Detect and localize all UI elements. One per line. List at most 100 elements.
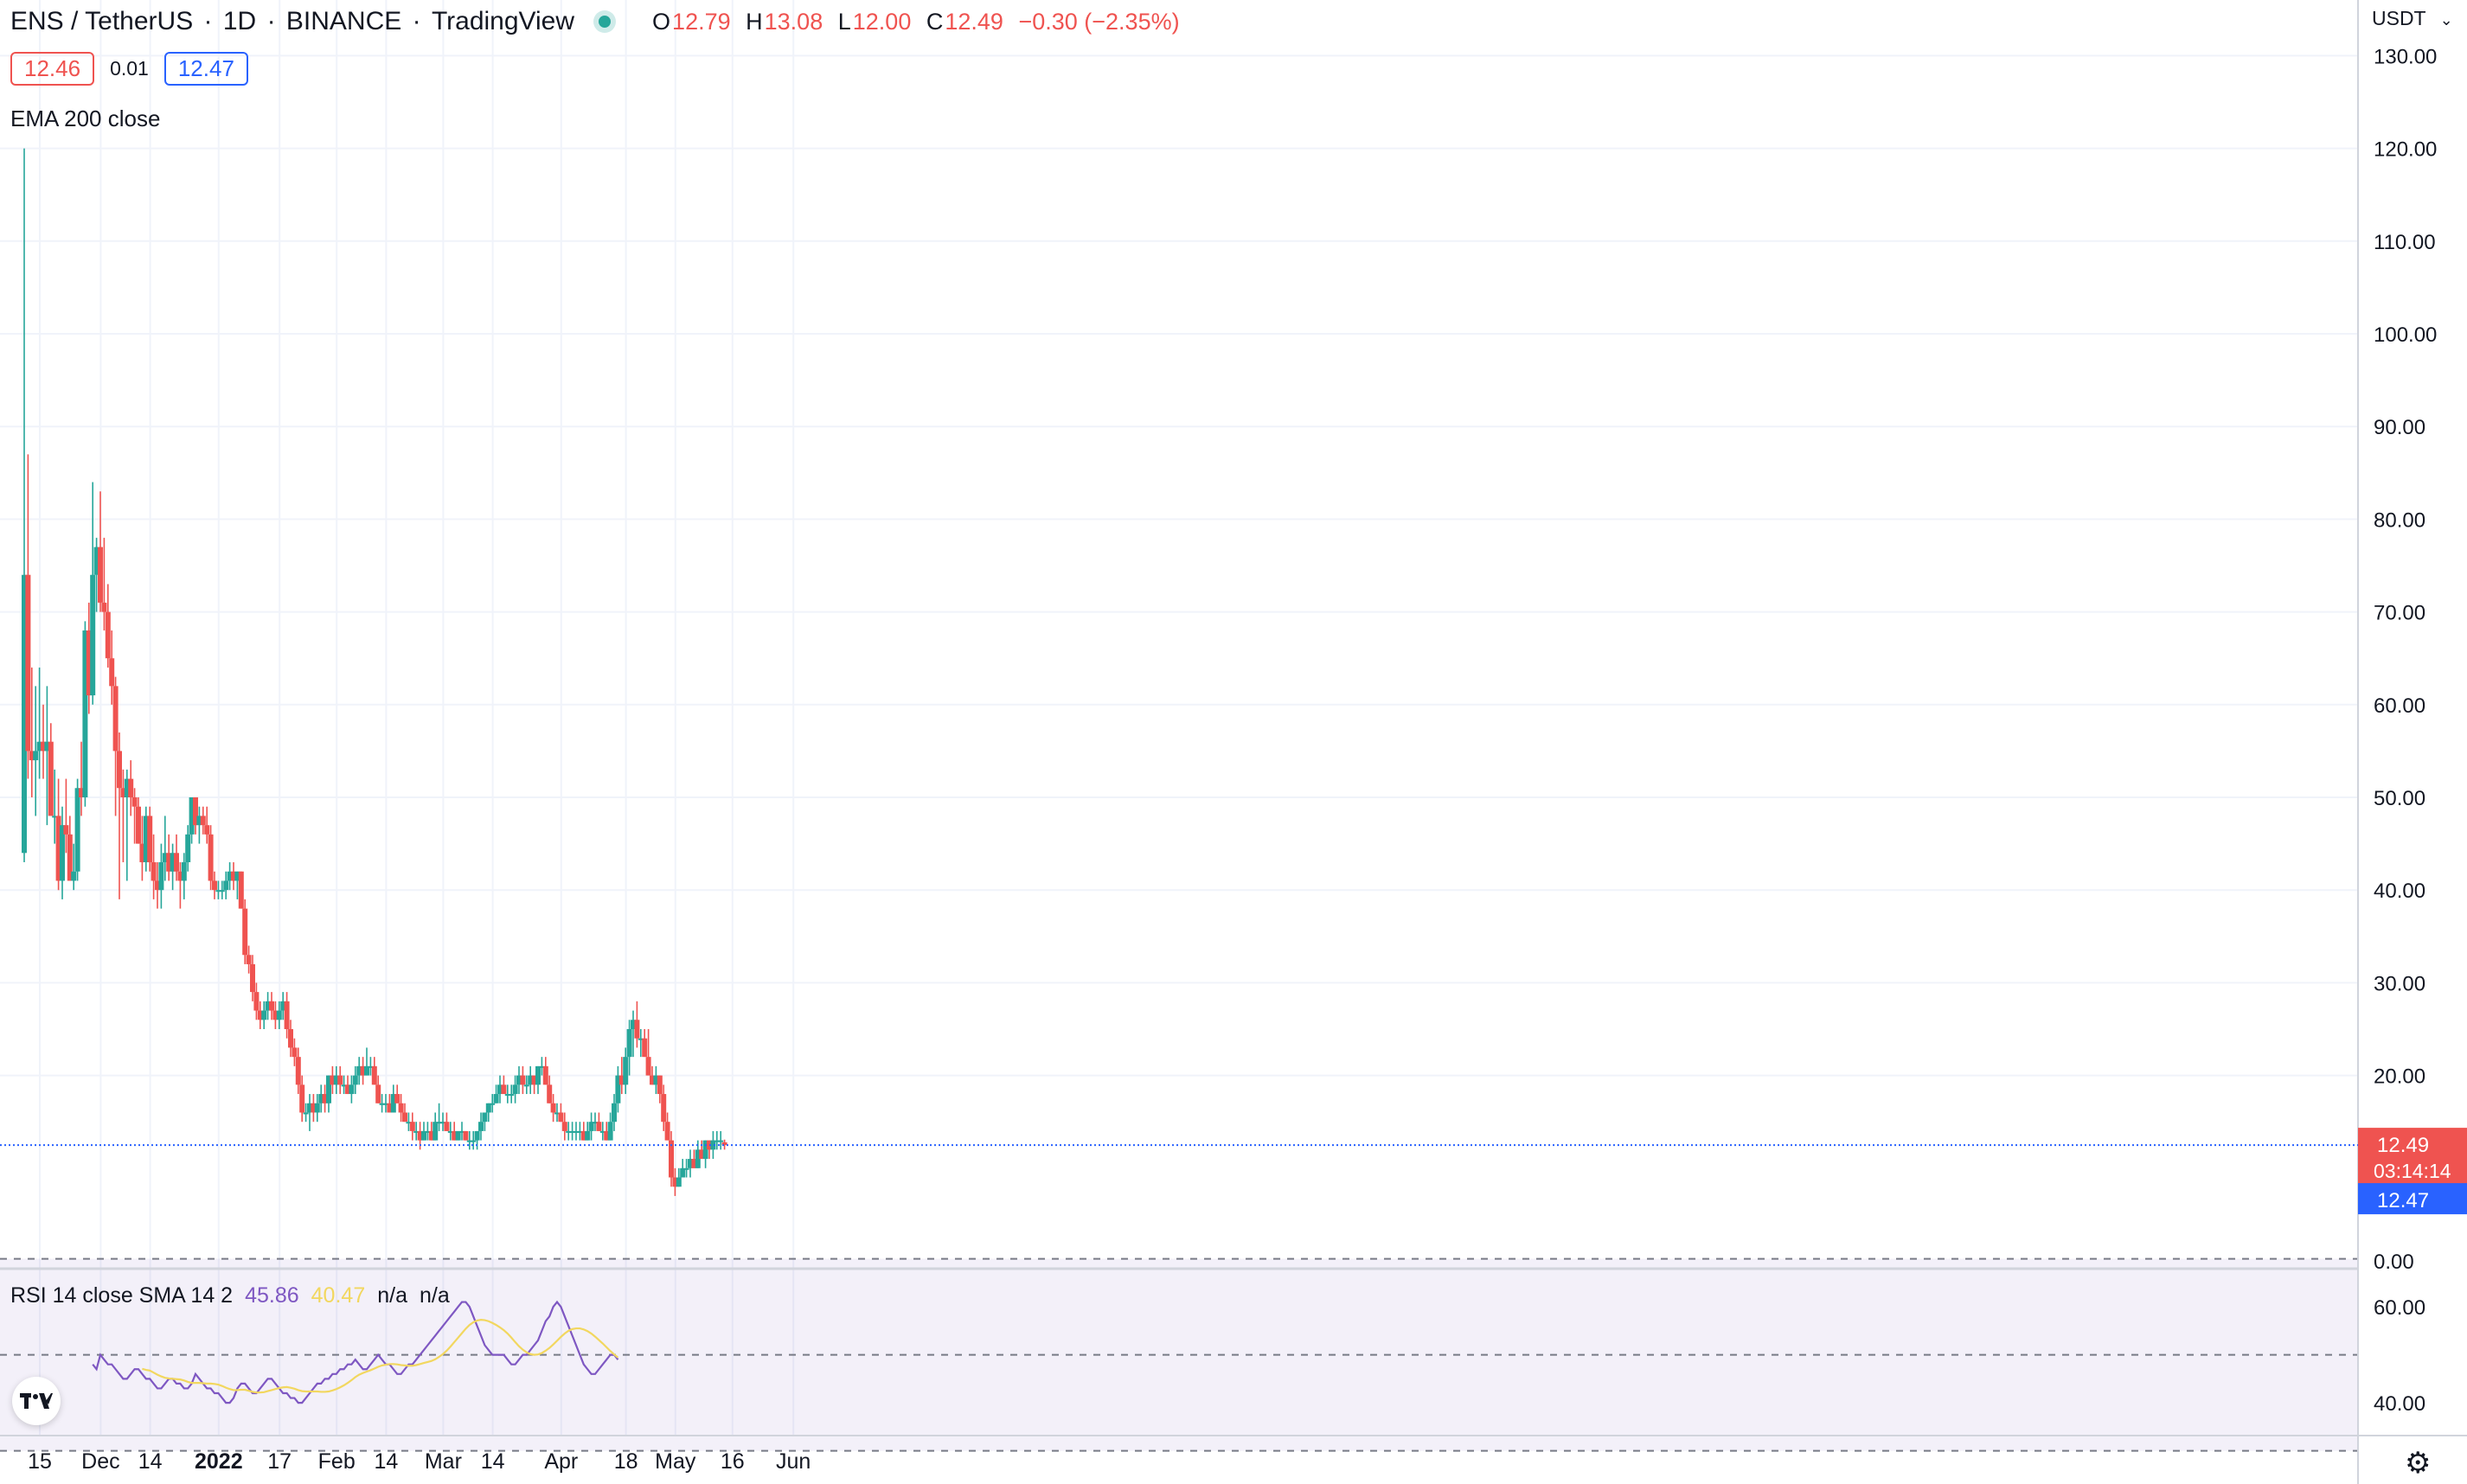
- candle-body: [638, 1038, 644, 1040]
- candle-body: [356, 1065, 362, 1076]
- candle-body: [200, 816, 206, 826]
- candle-body: [547, 1084, 553, 1103]
- rsi-label[interactable]: RSI 14 close SMA 14 2: [10, 1283, 234, 1308]
- candle-body: [520, 1075, 526, 1085]
- candle-body: [292, 1047, 298, 1058]
- candle-body: [455, 1130, 461, 1141]
- candle-body: [569, 1130, 575, 1133]
- candle-body: [509, 1094, 515, 1097]
- candle-body: [155, 880, 160, 891]
- bid-button[interactable]: 12.46: [10, 52, 95, 86]
- candle-body: [60, 825, 65, 881]
- currency-selector[interactable]: USDT ⌄: [2372, 7, 2453, 30]
- candle-body: [204, 825, 210, 835]
- candle-body: [189, 797, 195, 835]
- candle-body: [459, 1130, 465, 1133]
- candle-body: [482, 1112, 488, 1123]
- ema-label[interactable]: EMA 200 close: [10, 106, 161, 131]
- candle-body: [485, 1103, 491, 1113]
- tradingview-logo-icon[interactable]: [12, 1377, 61, 1425]
- candle-body: [657, 1075, 663, 1095]
- high-value: 13.08: [764, 8, 823, 35]
- candle-body: [566, 1130, 572, 1133]
- x-tick-label: 16: [721, 1449, 745, 1474]
- symbol-name[interactable]: ENS / TetherUS: [10, 7, 194, 35]
- rsi-value: 45.86: [245, 1283, 299, 1308]
- candle-body: [542, 1065, 548, 1085]
- candle-body: [599, 1130, 606, 1133]
- x-tick-label: 2022: [195, 1449, 243, 1474]
- candle-body: [497, 1084, 503, 1095]
- candle-body: [650, 1075, 655, 1085]
- candle-body: [170, 853, 176, 872]
- candle-body: [364, 1065, 369, 1076]
- candle-body: [25, 574, 31, 752]
- y-tick-label: 100.00: [2374, 323, 2437, 347]
- candle-body: [158, 862, 164, 891]
- candle-body: [326, 1075, 331, 1103]
- chevron-down-icon[interactable]: ⌄: [2439, 11, 2453, 29]
- rsi-na-2: n/a: [419, 1283, 450, 1308]
- candle-body: [425, 1130, 431, 1133]
- candle-body: [631, 1020, 636, 1029]
- high-key: H: [746, 8, 763, 35]
- candle-body: [661, 1094, 667, 1123]
- candle-body: [101, 602, 107, 612]
- y-tick-label: 130.00: [2374, 45, 2437, 68]
- last-price-text: 12.49: [2377, 1134, 2429, 1157]
- y-tick-label: 50.00: [2374, 787, 2425, 810]
- candle-body: [234, 871, 240, 881]
- candle-body: [352, 1075, 358, 1085]
- candle-body: [67, 834, 73, 881]
- candle-body: [531, 1075, 537, 1085]
- symbol-legend[interactable]: ENS / TetherUS · 1D · BINANCE · TradingV…: [10, 7, 1180, 36]
- candle-body: [52, 816, 58, 818]
- low-key: L: [837, 8, 851, 35]
- candle-body: [112, 686, 119, 752]
- gear-icon[interactable]: ⚙: [2405, 1447, 2432, 1480]
- candle-body: [272, 1010, 279, 1020]
- ema-legend[interactable]: EMA 200 close: [10, 106, 160, 132]
- candle-body: [261, 1010, 267, 1020]
- candle-body: [253, 992, 260, 1011]
- ask-price-tag: [2358, 1183, 2467, 1215]
- currency-label[interactable]: USDT: [2372, 7, 2426, 29]
- candle-body: [33, 751, 39, 761]
- candle-body: [105, 611, 111, 659]
- candle-body: [215, 890, 221, 892]
- rsi-legend[interactable]: RSI 14 close SMA 14 2 45.86 40.47 n/a n/…: [10, 1283, 450, 1308]
- candle-body: [227, 871, 233, 881]
- candle-body: [691, 1159, 697, 1168]
- candle-body: [185, 834, 191, 863]
- candle-body: [433, 1122, 439, 1141]
- candle-body: [337, 1075, 343, 1085]
- candle-body: [421, 1130, 426, 1141]
- candle-body: [596, 1122, 602, 1131]
- candle-body: [368, 1065, 374, 1068]
- candle-body: [120, 788, 126, 797]
- x-tick-label: 14: [138, 1449, 163, 1474]
- candle-body: [558, 1112, 564, 1123]
- interval[interactable]: 1D: [222, 7, 257, 35]
- tradingview-logo-glyph: [20, 1393, 53, 1409]
- candle-body: [242, 908, 248, 956]
- candle-body: [406, 1122, 412, 1124]
- candle-body: [193, 797, 198, 826]
- candle-body: [143, 816, 149, 863]
- candle-body: [79, 788, 84, 797]
- candle-body: [71, 871, 77, 881]
- candle-body: [535, 1065, 541, 1085]
- candle-body: [402, 1112, 407, 1123]
- ask-button[interactable]: 12.47: [163, 52, 248, 86]
- candle-body: [29, 751, 35, 761]
- candle-body: [371, 1065, 377, 1085]
- y-tick-label: 0.00: [2374, 1251, 2414, 1274]
- candle-body: [48, 741, 54, 816]
- candle-body: [394, 1094, 400, 1103]
- candle-body: [162, 853, 168, 863]
- candle-body: [93, 547, 99, 575]
- candle-body: [333, 1075, 339, 1085]
- candle-body: [604, 1130, 610, 1141]
- candle-body: [493, 1094, 499, 1103]
